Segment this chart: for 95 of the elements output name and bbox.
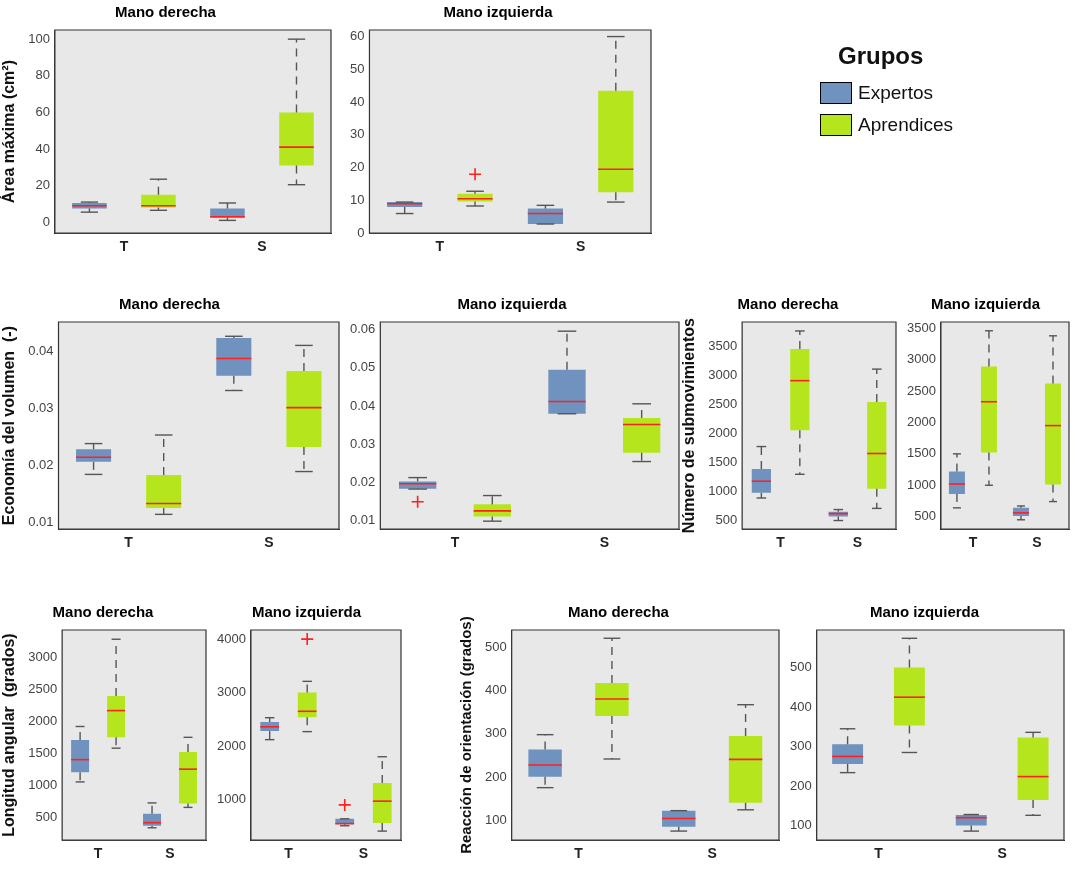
- x-tick-label: S: [575, 238, 586, 255]
- y-tick-label: 10: [349, 192, 365, 207]
- x-tick-label: S: [257, 238, 267, 255]
- y-tick-label: 200: [789, 777, 812, 793]
- y-tick-label: 0.06: [349, 321, 376, 337]
- y-tick-label: 1500: [708, 453, 738, 469]
- y-tick-label: 2500: [907, 382, 936, 398]
- x-tick-label: T: [776, 534, 786, 551]
- y-tick-label: 0: [42, 213, 50, 229]
- y-tick-label: 1000: [28, 776, 58, 792]
- y-tick-label: 500: [914, 508, 936, 524]
- x-tick-label: S: [599, 534, 609, 551]
- y-tick-label: 0.05: [349, 359, 376, 375]
- x-tick-label: T: [450, 534, 460, 551]
- y-tick-label: 20: [35, 177, 50, 193]
- y-tick-label: 1500: [28, 744, 58, 760]
- chart-title: Mano derecha: [52, 603, 155, 621]
- x-tick-label: T: [124, 534, 134, 551]
- y-tick-label: 40: [35, 140, 50, 156]
- y-tick-label: 500: [715, 511, 738, 527]
- x-tick-label: S: [165, 845, 175, 862]
- x-tick-label: S: [997, 845, 1007, 862]
- x-tick-label: T: [93, 845, 103, 862]
- y-tick-label: 0.03: [28, 399, 54, 415]
- chart-title: Mano izquierda: [869, 603, 980, 621]
- y-tick-label: 1000: [217, 791, 246, 807]
- y-tick-label: 2500: [708, 395, 738, 411]
- y-tick-label: 0.02: [349, 474, 376, 490]
- x-tick-label: T: [284, 845, 294, 862]
- y-tick-label: 100: [484, 812, 507, 828]
- y-tick-label: 2000: [907, 414, 936, 430]
- y-tick-label: 0.01: [28, 513, 54, 529]
- x-tick-label: T: [574, 845, 584, 862]
- y-tick-label: 0.04: [28, 342, 54, 358]
- y-tick-label: 0: [357, 224, 365, 240]
- y-tick-label: 0.04: [349, 397, 376, 413]
- y-axis-title: Número de submovimientos: [680, 317, 698, 534]
- y-axis-title: Área máxima (cm²): [0, 60, 18, 204]
- legend-label: Aprendices: [858, 114, 954, 136]
- y-tick-label: 3000: [217, 684, 246, 700]
- y-tick-label: 20: [349, 159, 365, 175]
- y-tick-label: 40: [349, 93, 365, 109]
- chart-title: Mano derecha: [568, 603, 670, 621]
- y-tick-label: 80: [35, 67, 50, 83]
- x-tick-label: T: [119, 238, 129, 255]
- y-tick-label: 500: [484, 638, 507, 654]
- y-tick-label: 4000: [217, 630, 246, 646]
- y-tick-label: 400: [789, 698, 812, 714]
- chart-title: Mano derecha: [115, 3, 217, 21]
- y-tick-label: 0.01: [349, 512, 376, 528]
- y-tick-label: 1500: [907, 445, 936, 461]
- chart-title: Mano izquierda: [443, 3, 554, 21]
- y-axis-title: Economía del volumen (-): [0, 326, 18, 526]
- x-tick-label: S: [264, 534, 274, 551]
- x-tick-label: T: [874, 845, 884, 862]
- y-tick-label: 2000: [217, 737, 246, 753]
- y-tick-label: 500: [789, 659, 812, 675]
- y-tick-label: 50: [349, 60, 365, 76]
- y-axis-title: Longitud angular (grados): [0, 633, 18, 837]
- y-tick-label: 3000: [28, 649, 58, 665]
- y-tick-label: 60: [35, 103, 50, 119]
- x-tick-label: S: [1032, 534, 1042, 551]
- chart-title: Mano izquierda: [930, 295, 1041, 313]
- y-tick-label: 500: [35, 808, 58, 824]
- y-tick-label: 2000: [708, 424, 738, 440]
- y-tick-label: 30: [349, 126, 365, 142]
- x-tick-label: T: [435, 238, 445, 255]
- y-axis-title: Reacción de orientación (grados): [457, 616, 475, 854]
- legend-title: Grupos: [838, 42, 925, 70]
- chart-title: Mano derecha: [119, 295, 221, 313]
- y-tick-label: 300: [484, 725, 507, 741]
- y-tick-label: 100: [789, 817, 812, 833]
- x-tick-label: S: [852, 534, 863, 551]
- y-tick-label: 3500: [907, 319, 936, 335]
- x-tick-label: S: [358, 845, 369, 862]
- chart-title: Mano izquierda: [251, 603, 362, 621]
- y-tick-label: 60: [349, 28, 365, 44]
- y-tick-label: 3000: [907, 351, 936, 367]
- legend-label: Expertos: [858, 82, 933, 104]
- y-tick-label: 0.03: [349, 435, 376, 451]
- y-tick-label: 300: [789, 738, 812, 754]
- chart-title: Mano izquierda: [457, 295, 568, 313]
- y-tick-label: 1000: [708, 482, 738, 498]
- y-tick-label: 3500: [708, 338, 738, 354]
- y-tick-label: 3000: [708, 367, 738, 383]
- y-tick-label: 2500: [28, 681, 58, 697]
- y-tick-label: 2000: [28, 712, 58, 728]
- y-tick-label: 400: [484, 681, 507, 697]
- x-tick-label: T: [968, 534, 978, 551]
- y-tick-label: 100: [28, 30, 50, 46]
- chart-title: Mano derecha: [737, 295, 840, 313]
- y-tick-label: 0.02: [28, 456, 54, 472]
- x-tick-label: S: [707, 845, 717, 862]
- y-tick-label: 200: [484, 768, 507, 784]
- y-tick-label: 1000: [907, 476, 936, 492]
